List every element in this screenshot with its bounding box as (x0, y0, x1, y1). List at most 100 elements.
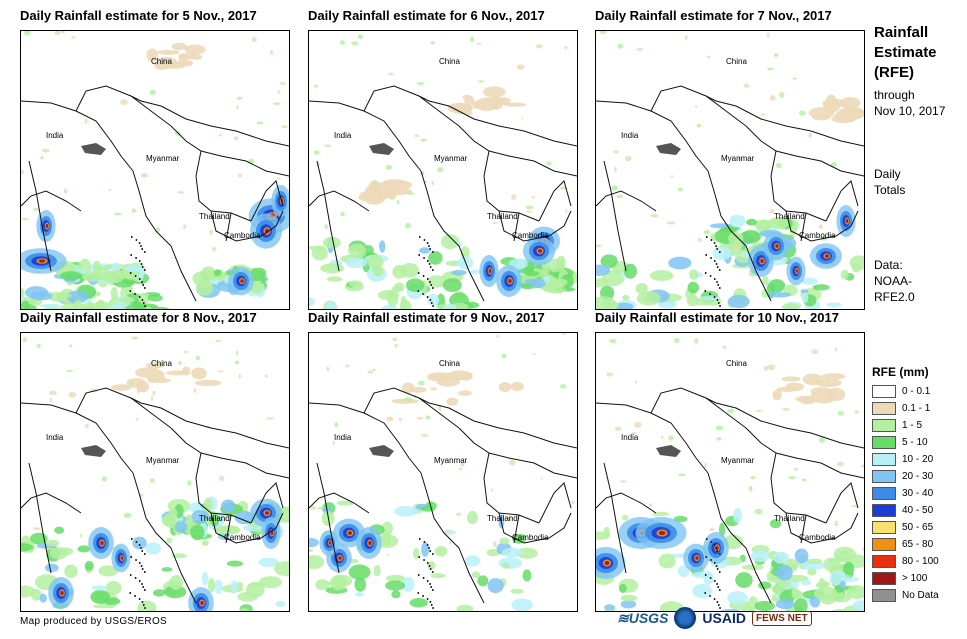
rainfall-map: China India Myanmar Thailand Cambodia (595, 30, 865, 310)
thailand-label: Thailand (487, 514, 518, 523)
legend-swatch (872, 504, 896, 517)
legend-title: RFE (mm) (872, 365, 929, 379)
china-label: China (151, 359, 172, 368)
rainfall-map: China India Myanmar Thailand Cambodia (20, 30, 290, 310)
rainfall-map: China India Myanmar Thailand Cambodia (595, 332, 865, 612)
totals-label: Totals (874, 183, 906, 197)
legend-label: 20 - 30 (902, 471, 934, 482)
data-source-line: NOAA- (874, 274, 913, 288)
india-label: India (621, 131, 639, 140)
china-label: China (439, 359, 460, 368)
legend-label: 10 - 20 (902, 454, 934, 465)
myanmar-label: Myanmar (146, 154, 180, 163)
legend-item: No Data (872, 587, 939, 604)
myanmar-label: Myanmar (146, 456, 180, 465)
legend-swatch (872, 402, 896, 415)
legend: RFE (mm) 0 - 0.1 0.1 - 1 1 - 5 5 - 10 10 - 2… (872, 365, 939, 604)
rainfall-map-svg: China India Myanmar Thailand Cambodia (596, 31, 864, 309)
rainfall-map: China India Myanmar Thailand Cambodia (308, 30, 578, 310)
data-source-line: RFE2.0 (874, 290, 915, 304)
data-source: Data: NOAA- RFE2.0 (874, 257, 915, 305)
legend-item: 50 - 65 (872, 519, 939, 536)
rainfall-map-svg: China India Myanmar Thailand Cambodia (21, 336, 289, 611)
rainfall-map-svg: China India Myanmar Thailand Cambodia (309, 34, 577, 309)
legend-swatch (872, 453, 896, 466)
legend-swatch (872, 487, 896, 500)
thailand-label: Thailand (199, 514, 230, 523)
legend-swatch (872, 589, 896, 602)
through-label: through (874, 88, 915, 102)
panel-title: Daily Rainfall estimate for 5 Nov., 2017 (20, 8, 257, 23)
through-date: through Nov 10, 2017 (874, 87, 945, 119)
rainfall-map-svg: China India Myanmar Thailand Cambodia (21, 31, 289, 309)
legend-label: 5 - 10 (902, 437, 928, 448)
legend-item: 1 - 5 (872, 417, 939, 434)
legend-label: 0 - 0.1 (902, 386, 931, 397)
thailand-label: Thailand (487, 212, 518, 221)
noaa-logo-icon (674, 607, 697, 629)
through-date-value: Nov 10, 2017 (874, 104, 946, 118)
sidebar-title-line: (RFE) (874, 64, 914, 81)
legend-swatch (872, 470, 896, 483)
myanmar-label: Myanmar (434, 154, 468, 163)
myanmar-label: Myanmar (434, 456, 468, 465)
china-label: China (726, 57, 747, 66)
legend-item: > 100 (872, 570, 939, 587)
legend-label: 40 - 50 (902, 505, 934, 516)
panel-title: Daily Rainfall estimate for 8 Nov., 2017 (20, 310, 257, 325)
panel-title: Daily Rainfall estimate for 9 Nov., 2017 (308, 310, 545, 325)
legend-label: 30 - 40 (902, 488, 934, 499)
thailand-label: Thailand (774, 212, 805, 221)
legend-item: 80 - 100 (872, 553, 939, 570)
usaid-logo: USAID (702, 610, 746, 626)
china-label: China (439, 57, 460, 66)
legend-swatch (872, 436, 896, 449)
india-label: India (334, 131, 352, 140)
sidebar-title: Rainfall Estimate (RFE) (874, 23, 937, 83)
india-label: India (46, 433, 64, 442)
legend-label: No Data (902, 590, 939, 601)
legend-item: 5 - 10 (872, 434, 939, 451)
legend-label: > 100 (902, 573, 928, 584)
cambodia-label: Cambodia (512, 231, 549, 240)
legend-swatch (872, 538, 896, 551)
india-label: India (621, 433, 639, 442)
legend-label: 50 - 65 (902, 522, 934, 533)
legend-label: 1 - 5 (902, 420, 923, 431)
legend-item: 20 - 30 (872, 468, 939, 485)
legend-label: 65 - 80 (902, 539, 934, 550)
cambodia-label: Cambodia (224, 231, 261, 240)
cambodia-label: Cambodia (512, 533, 549, 542)
logos: ≋USGS USAID FEWS NET (617, 607, 812, 629)
rainfall-map-svg: China India Myanmar Thailand Cambodia (309, 333, 577, 611)
china-label: China (726, 359, 747, 368)
legend-item: 40 - 50 (872, 502, 939, 519)
legend-item: 30 - 40 (872, 485, 939, 502)
cambodia-label: Cambodia (224, 533, 261, 542)
myanmar-label: Myanmar (721, 154, 755, 163)
sidebar-title-line: Rainfall (874, 24, 929, 41)
legend-label: 80 - 100 (902, 556, 939, 567)
myanmar-label: Myanmar (721, 456, 755, 465)
panel-title: Daily Rainfall estimate for 10 Nov., 201… (595, 310, 839, 325)
legend-item: 0.1 - 1 (872, 400, 939, 417)
rainfall-map: China India Myanmar Thailand Cambodia (308, 332, 578, 612)
legend-swatch (872, 555, 896, 568)
data-label: Data: (874, 258, 903, 272)
daily-label: Daily (874, 167, 901, 181)
cambodia-label: Cambodia (799, 533, 836, 542)
legend-item: 10 - 20 (872, 451, 939, 468)
panel-title: Daily Rainfall estimate for 7 Nov., 2017 (595, 8, 832, 23)
panel-title: Daily Rainfall estimate for 6 Nov., 2017 (308, 8, 545, 23)
legend-label: 0.1 - 1 (902, 403, 931, 414)
legend-rows: 0 - 0.1 0.1 - 1 1 - 5 5 - 10 10 - 20 20 - 30 3… (872, 383, 939, 604)
legend-swatch (872, 385, 896, 398)
usgs-logo: ≋USGS (617, 609, 669, 626)
map-credit: Map produced by USGS/EROS (20, 616, 168, 627)
thailand-label: Thailand (199, 212, 230, 221)
thailand-label: Thailand (774, 514, 805, 523)
rainfall-map: China India Myanmar Thailand Cambodia (20, 332, 290, 612)
sidebar-title-line: Estimate (874, 44, 937, 61)
fews-net-logo: FEWS NET (751, 610, 812, 626)
rainfall-map-svg: China India Myanmar Thailand Cambodia (596, 338, 864, 611)
